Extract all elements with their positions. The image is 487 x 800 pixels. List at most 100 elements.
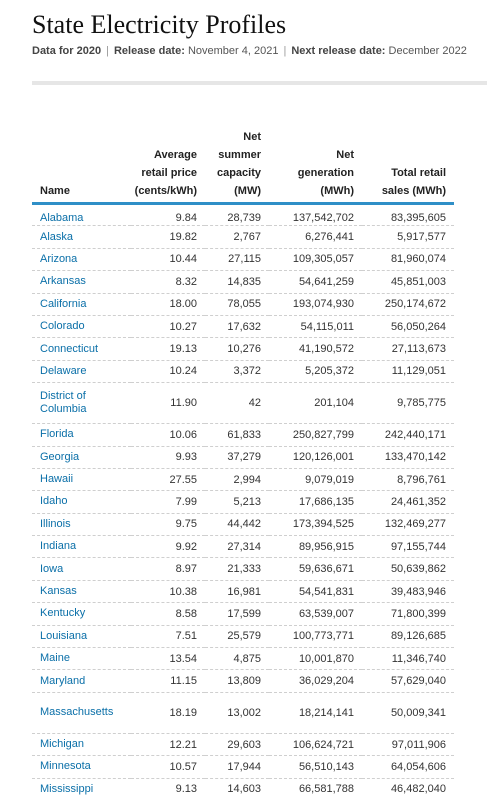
state-profiles-table: Name Average retail price (cents/kWh) Net s… bbox=[32, 128, 454, 800]
sales-cell: 97,011,906 bbox=[362, 733, 454, 757]
state-name-link[interactable]: Arkansas bbox=[32, 270, 131, 294]
state-name-link[interactable]: Iowa bbox=[32, 557, 131, 581]
sales-cell: 46,482,040 bbox=[362, 778, 454, 800]
table-row: Arizona 10.44 27,115 109,305,057 81,960,074 bbox=[32, 248, 454, 272]
state-name-link[interactable]: California bbox=[32, 293, 131, 316]
sales-cell: 57,629,040 bbox=[362, 669, 454, 693]
release-date-label: Release date: bbox=[113, 45, 185, 57]
capacity-cell: 17,599 bbox=[205, 602, 269, 626]
sales-cell: 89,126,685 bbox=[362, 625, 454, 649]
sales-cell: 50,009,341 bbox=[362, 692, 454, 734]
state-name-link[interactable]: Colorado bbox=[32, 315, 131, 339]
sales-cell: 11,129,051 bbox=[362, 360, 454, 384]
state-name-link[interactable]: Kansas bbox=[32, 580, 131, 604]
table-row: Minnesota 10.57 17,944 56,510,143 64,054,606 bbox=[32, 755, 454, 779]
generation-cell: 120,126,001 bbox=[269, 446, 362, 469]
sales-cell: 83,395,605 bbox=[362, 203, 454, 227]
capacity-cell: 21,333 bbox=[205, 557, 269, 581]
state-name-link[interactable]: Georgia bbox=[32, 446, 131, 469]
capacity-cell: 27,314 bbox=[205, 535, 269, 559]
price-cell: 12.21 bbox=[131, 733, 205, 757]
price-cell: 13.54 bbox=[131, 647, 205, 671]
generation-cell: 41,190,572 bbox=[269, 337, 362, 361]
state-name-link[interactable]: Kentucky bbox=[32, 602, 131, 626]
price-cell: 8.32 bbox=[131, 270, 205, 294]
sales-cell: 64,054,606 bbox=[362, 755, 454, 779]
state-name-link[interactable]: Maine bbox=[32, 647, 131, 671]
capacity-cell: 29,603 bbox=[205, 733, 269, 757]
sales-cell: 11,346,740 bbox=[362, 647, 454, 671]
capacity-cell: 5,213 bbox=[205, 490, 269, 514]
table-row: Maine 13.54 4,875 10,001,870 11,346,740 bbox=[32, 647, 454, 671]
table-row: Indiana 9.92 27,314 89,956,915 97,155,744 bbox=[32, 535, 454, 559]
generation-cell: 66,581,788 bbox=[269, 778, 362, 800]
generation-cell: 100,773,771 bbox=[269, 625, 362, 649]
state-name-link[interactable]: Delaware bbox=[32, 360, 131, 384]
price-cell: 10.06 bbox=[131, 423, 205, 447]
table-row: Florida 10.06 61,833 250,827,799 242,440,171 bbox=[32, 423, 454, 447]
state-name-link[interactable]: Mississippi bbox=[32, 778, 131, 800]
generation-cell: 63,539,007 bbox=[269, 602, 362, 626]
state-name-link[interactable]: Minnesota bbox=[32, 755, 131, 779]
state-name-link[interactable]: Connecticut bbox=[32, 337, 131, 361]
generation-cell: 250,827,799 bbox=[269, 423, 362, 447]
table-row: Alaska 19.82 2,767 6,276,441 5,917,577 bbox=[32, 225, 454, 249]
state-name-link[interactable]: Alaska bbox=[32, 225, 131, 249]
price-cell: 7.99 bbox=[131, 490, 205, 514]
state-name-link[interactable]: Michigan bbox=[32, 733, 131, 757]
table-row: Michigan 12.21 29,603 106,624,721 97,011,906 bbox=[32, 733, 454, 757]
state-name-link[interactable]: Florida bbox=[32, 423, 131, 447]
capacity-cell: 3,372 bbox=[205, 360, 269, 384]
capacity-cell: 14,603 bbox=[205, 778, 269, 800]
capacity-cell: 13,002 bbox=[205, 692, 269, 734]
table-row: Massachusetts 18.19 13,002 18,214,141 50,009… bbox=[32, 692, 454, 734]
generation-cell: 54,541,831 bbox=[269, 580, 362, 604]
column-header-sales[interactable]: Total retail sales (MWh) bbox=[362, 128, 454, 205]
release-date-value: November 4, 2021 bbox=[187, 45, 279, 57]
price-cell: 10.38 bbox=[131, 580, 205, 604]
generation-cell: 6,276,441 bbox=[269, 225, 362, 249]
capacity-cell: 42 bbox=[205, 382, 269, 425]
table-row: Delaware 10.24 3,372 5,205,372 11,129,051 bbox=[32, 360, 454, 384]
generation-cell: 5,205,372 bbox=[269, 360, 362, 384]
state-name-link[interactable]: Alabama bbox=[32, 203, 131, 227]
generation-cell: 193,074,930 bbox=[269, 293, 362, 316]
table-header-row: Name Average retail price (cents/kWh) Net s… bbox=[32, 128, 454, 205]
state-name-link[interactable]: Indiana bbox=[32, 535, 131, 559]
state-name-link[interactable]: District of Columbia bbox=[32, 382, 131, 425]
generation-cell: 89,956,915 bbox=[269, 535, 362, 559]
state-name-link[interactable]: Massachusetts bbox=[32, 692, 131, 734]
price-cell: 9.13 bbox=[131, 778, 205, 800]
generation-cell: 9,079,019 bbox=[269, 468, 362, 492]
column-header-name[interactable]: Name bbox=[32, 128, 131, 205]
state-name-link[interactable]: Hawaii bbox=[32, 468, 131, 492]
state-name-link[interactable]: Maryland bbox=[32, 669, 131, 693]
price-cell: 11.90 bbox=[131, 382, 205, 425]
state-name-link[interactable]: Arizona bbox=[32, 248, 131, 272]
state-name-link[interactable]: Idaho bbox=[32, 490, 131, 514]
sales-cell: 24,461,352 bbox=[362, 490, 454, 514]
generation-cell: 173,394,525 bbox=[269, 513, 362, 537]
price-cell: 27.55 bbox=[131, 468, 205, 492]
capacity-cell: 25,579 bbox=[205, 625, 269, 649]
table-row: Mississippi 9.13 14,603 66,581,788 46,482,04… bbox=[32, 778, 454, 800]
sales-cell: 81,960,074 bbox=[362, 248, 454, 272]
price-cell: 8.58 bbox=[131, 602, 205, 626]
column-header-price[interactable]: Average retail price (cents/kWh) bbox=[131, 128, 205, 205]
release-info: Data for 2020 | Release date: November 4, … bbox=[32, 45, 467, 57]
table-row: Louisiana 7.51 25,579 100,773,771 89,126,685 bbox=[32, 625, 454, 649]
generation-cell: 137,542,702 bbox=[269, 203, 362, 227]
generation-cell: 201,104 bbox=[269, 382, 362, 425]
price-cell: 8.97 bbox=[131, 557, 205, 581]
column-header-generation[interactable]: Net generation (MWh) bbox=[269, 128, 362, 205]
table-row: Iowa 8.97 21,333 59,636,671 50,639,862 bbox=[32, 557, 454, 581]
generation-cell: 10,001,870 bbox=[269, 647, 362, 671]
sales-cell: 5,917,577 bbox=[362, 225, 454, 249]
table-row: Colorado 10.27 17,632 54,115,011 56,050,264 bbox=[32, 315, 454, 339]
state-name-link[interactable]: Illinois bbox=[32, 513, 131, 537]
generation-cell: 109,305,057 bbox=[269, 248, 362, 272]
column-header-capacity[interactable]: Net summer capacity (MW) bbox=[205, 128, 269, 205]
price-cell: 18.19 bbox=[131, 692, 205, 734]
state-name-link[interactable]: Louisiana bbox=[32, 625, 131, 649]
generation-cell: 54,115,011 bbox=[269, 315, 362, 339]
